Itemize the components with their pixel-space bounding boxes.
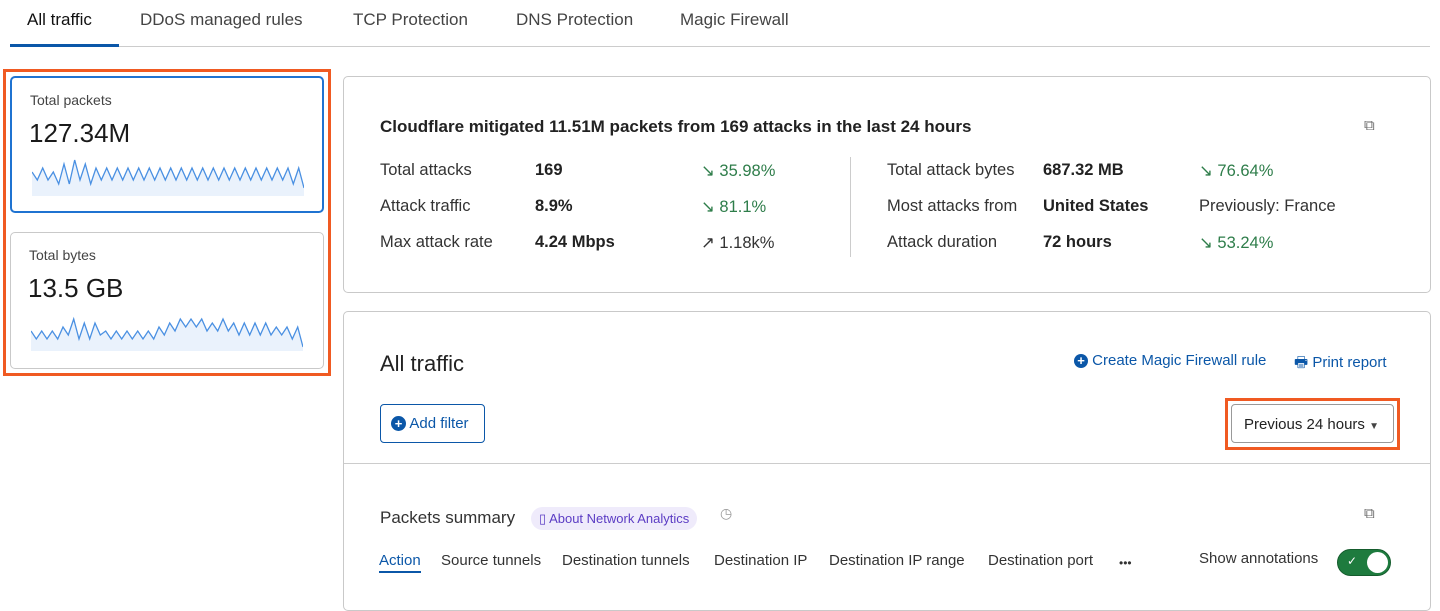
printer-icon: 🖶 — [1294, 354, 1309, 371]
subtab-source-tunnels[interactable]: Source tunnels — [441, 552, 542, 569]
change-value: 35.98% — [719, 162, 776, 180]
show-annotations-toggle[interactable]: ✓ — [1337, 549, 1391, 576]
stat-label: Max attack rate — [380, 233, 493, 251]
subtab-destination-ip[interactable]: Destination IP — [714, 552, 808, 569]
change-value: 81.1% — [719, 198, 767, 216]
time-range-value: Previous 24 hours — [1244, 416, 1365, 433]
create-rule-label: Create Magic Firewall rule — [1092, 352, 1267, 369]
stat-change: ↗ 1.18k% — [701, 233, 774, 253]
trend-down-icon: ↘ — [701, 162, 715, 180]
change-value: 76.64% — [1217, 162, 1274, 180]
trend-down-icon: ↘ — [1199, 162, 1213, 180]
clock-icon[interactable]: ◷ — [720, 505, 733, 521]
packets-sparkline — [32, 159, 304, 196]
subtab-destination-ip-range[interactable]: Destination IP range — [829, 552, 965, 569]
change-value: 53.24% — [1217, 234, 1274, 252]
plus-circle-icon: + — [391, 416, 406, 431]
card-label: Total bytes — [29, 247, 96, 263]
add-filter-button[interactable]: + Add filter — [380, 404, 485, 443]
stat-value: United States — [1043, 197, 1149, 215]
print-label: Print report — [1312, 354, 1387, 371]
sparkline-area — [32, 160, 304, 196]
subtab-action[interactable]: Action — [379, 552, 421, 573]
copy-icon[interactable]: ⧉ — [1364, 117, 1375, 134]
check-icon: ✓ — [1347, 554, 1358, 568]
book-icon: ▯ — [539, 511, 547, 526]
stat-change: ↘ 81.1% — [701, 197, 766, 217]
toggle-knob — [1367, 552, 1388, 573]
all-traffic-card: All traffic + Create Magic Firewall rule… — [343, 311, 1431, 611]
stat-change: ↘ 53.24% — [1199, 233, 1273, 253]
total-packets-card[interactable]: Total packets 127.34M — [10, 76, 324, 213]
change-value: Previously: France — [1199, 197, 1336, 215]
stat-change: ↘ 76.64% — [1199, 161, 1273, 181]
sparkline-line — [32, 159, 304, 189]
add-filter-label: Add filter — [409, 415, 469, 432]
total-bytes-card[interactable]: Total bytes 13.5 GB — [10, 232, 324, 369]
time-range-select[interactable]: Previous 24 hours ▼ — [1231, 404, 1394, 443]
plus-circle-icon: + — [1074, 354, 1088, 368]
trend-up-icon: ↗ — [701, 234, 715, 252]
subtab-destination-port[interactable]: Destination port — [988, 552, 1094, 569]
tabs-divider — [10, 46, 1430, 47]
highlight-box — [3, 69, 331, 376]
stat-value: 687.32 MB — [1043, 161, 1124, 179]
packets-summary-title: Packets summary — [380, 508, 516, 527]
attack-summary-card: Cloudflare mitigated 11.51M packets from… — [343, 76, 1431, 293]
about-label: About Network Analytics — [549, 511, 690, 526]
card-label: Total packets — [30, 92, 112, 108]
summary-headline: Cloudflare mitigated 11.51M packets from… — [380, 117, 972, 136]
caret-down-icon: ▼ — [1369, 421, 1379, 432]
stat-change: Previously: France — [1199, 197, 1336, 216]
sparkline-line — [31, 316, 303, 348]
print-report-link[interactable]: 🖶 Print report — [1294, 352, 1387, 377]
stat-value: 72 hours — [1043, 233, 1112, 251]
section-title: All traffic — [380, 351, 464, 376]
tab-all-traffic[interactable]: All traffic — [27, 10, 92, 29]
divider — [344, 463, 1430, 464]
card-value: 13.5 GB — [28, 273, 124, 303]
show-annotations-label: Show annotations — [1199, 550, 1319, 567]
stat-value: 4.24 Mbps — [535, 233, 615, 251]
tab-magic-firewall[interactable]: Magic Firewall — [680, 10, 789, 29]
change-value: 1.18k% — [719, 234, 775, 252]
stat-change: ↘ 35.98% — [701, 161, 775, 181]
stat-label: Attack duration — [887, 233, 998, 251]
trend-down-icon: ↘ — [1199, 234, 1213, 252]
create-firewall-rule-link[interactable]: + Create Magic Firewall rule — [1074, 352, 1266, 369]
copy-icon[interactable]: ⧉ — [1364, 505, 1375, 522]
tab-tcp-protection[interactable]: TCP Protection — [353, 10, 468, 29]
stat-label: Attack traffic — [380, 197, 471, 215]
stat-label: Most attacks from — [887, 197, 1018, 215]
about-network-analytics-badge[interactable]: ▯ About Network Analytics — [531, 507, 698, 530]
more-subtabs-button[interactable]: ••• — [1119, 556, 1132, 570]
bytes-sparkline — [31, 316, 303, 351]
active-tab-indicator — [10, 44, 119, 47]
subtab-destination-tunnels[interactable]: Destination tunnels — [562, 552, 690, 569]
tab-dns-protection[interactable]: DNS Protection — [516, 10, 634, 29]
stat-label: Total attack bytes — [887, 161, 1015, 179]
stat-value: 169 — [535, 161, 563, 179]
stat-label: Total attacks — [380, 161, 472, 179]
trend-down-icon: ↘ — [701, 198, 715, 216]
tab-ddos-managed-rules[interactable]: DDoS managed rules — [140, 10, 303, 29]
summary-divider — [850, 157, 851, 257]
highlight-box — [1225, 398, 1400, 450]
stat-value: 8.9% — [535, 197, 573, 215]
card-value: 127.34M — [29, 118, 131, 148]
